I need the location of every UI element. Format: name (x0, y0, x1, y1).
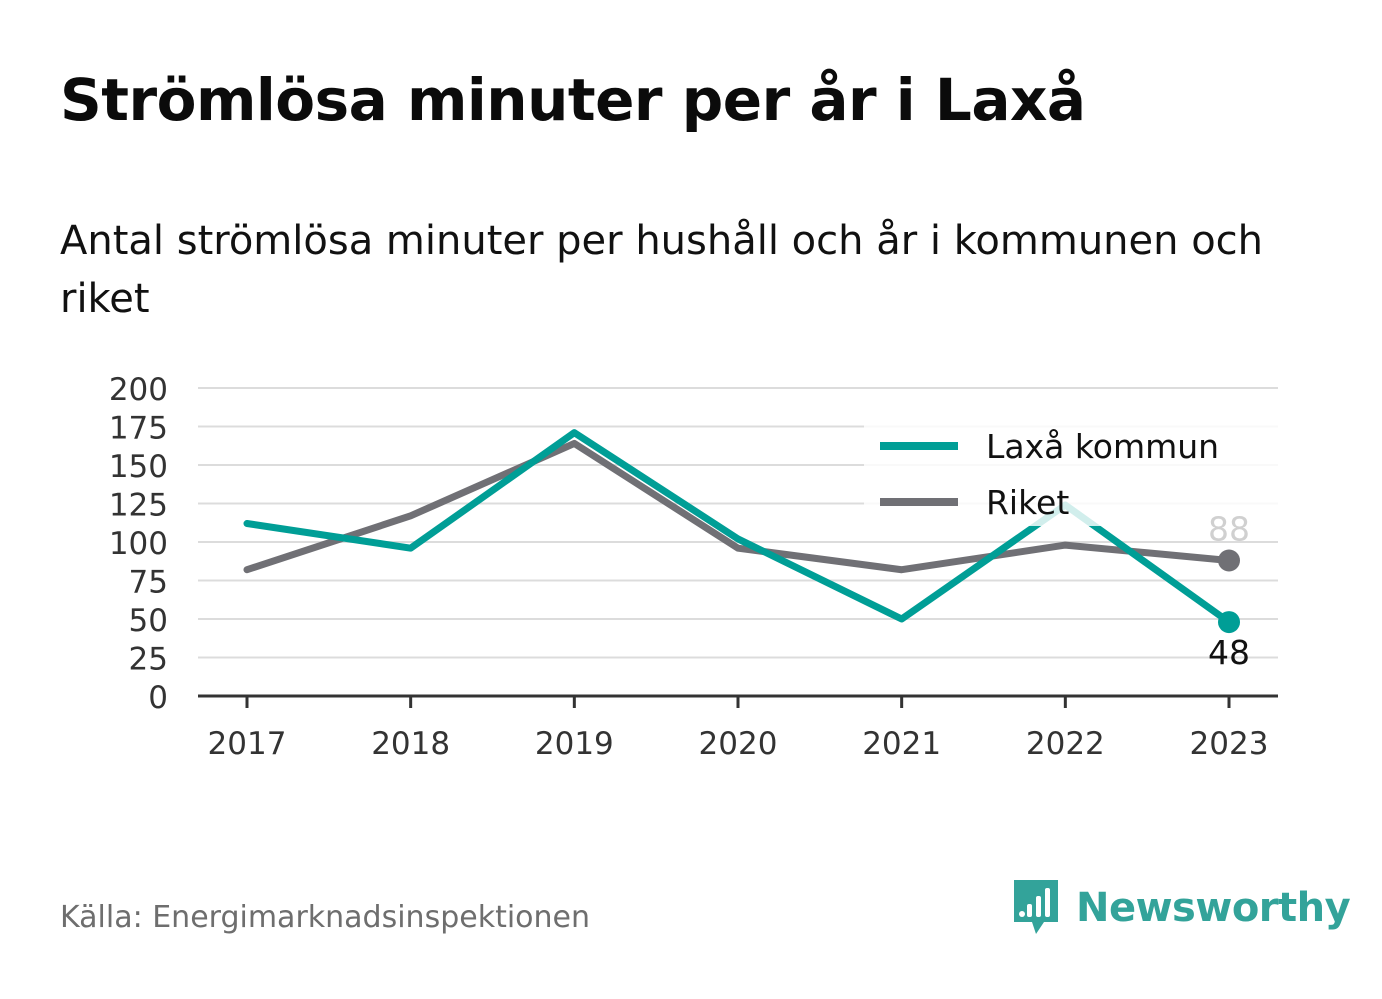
data-point (901, 618, 903, 620)
newsworthy-logo-icon (1014, 880, 1058, 934)
data-point (246, 523, 248, 525)
y-tick-label: 75 (129, 565, 168, 601)
x-axis: 2017 2018 2019 2020 2021 2022 2023 (198, 694, 1278, 762)
data-point (410, 515, 412, 517)
x-tick-label: 2018 (371, 726, 450, 762)
chart-title: Strömlösa minuter per år i Laxå (60, 66, 1086, 134)
x-tick-label: 2017 (208, 726, 287, 762)
end-value-label: 88 (1208, 509, 1250, 548)
x-tick-label: 2020 (699, 726, 778, 762)
y-tick-label: 150 (109, 449, 168, 485)
end-marker (1218, 549, 1240, 572)
y-tick-label: 175 (109, 411, 168, 447)
data-point (246, 569, 248, 571)
chart-subtitle: Antal strömlösa minuter per hushåll och … (60, 218, 1264, 322)
x-tick-label: 2021 (862, 726, 941, 762)
x-tick-label: 2019 (535, 726, 614, 762)
x-tick-label: 2022 (1026, 726, 1105, 762)
data-point (573, 432, 575, 434)
data-point (737, 538, 739, 540)
data-point (573, 442, 575, 444)
data-point (1064, 544, 1066, 546)
y-tick-label: 0 (148, 680, 168, 716)
legend-background (864, 418, 1282, 526)
data-point (737, 547, 739, 549)
y-tick-label: 200 (109, 372, 168, 408)
end-marker (1218, 611, 1240, 634)
brand-name: Newsworthy (1076, 885, 1351, 931)
brand[interactable]: Newsworthy (1010, 878, 1351, 938)
y-tick-label: 50 (129, 603, 168, 639)
x-tick-label: 2023 (1190, 726, 1269, 762)
data-point (901, 569, 903, 571)
source-note: Källa: Energimarknadsinspektionen (60, 900, 591, 935)
legend-label: Riket (986, 483, 1069, 522)
data-point (410, 547, 412, 549)
end-value-label: 48 (1208, 633, 1250, 672)
y-tick-label: 25 (129, 642, 168, 678)
y-tick-label: 100 (109, 526, 168, 562)
y-tick-label: 125 (109, 488, 168, 524)
legend-label: Laxå kommun (986, 427, 1219, 466)
end-labels: 48 88 (1208, 509, 1250, 672)
legend: Laxå kommun Riket (864, 418, 1282, 526)
